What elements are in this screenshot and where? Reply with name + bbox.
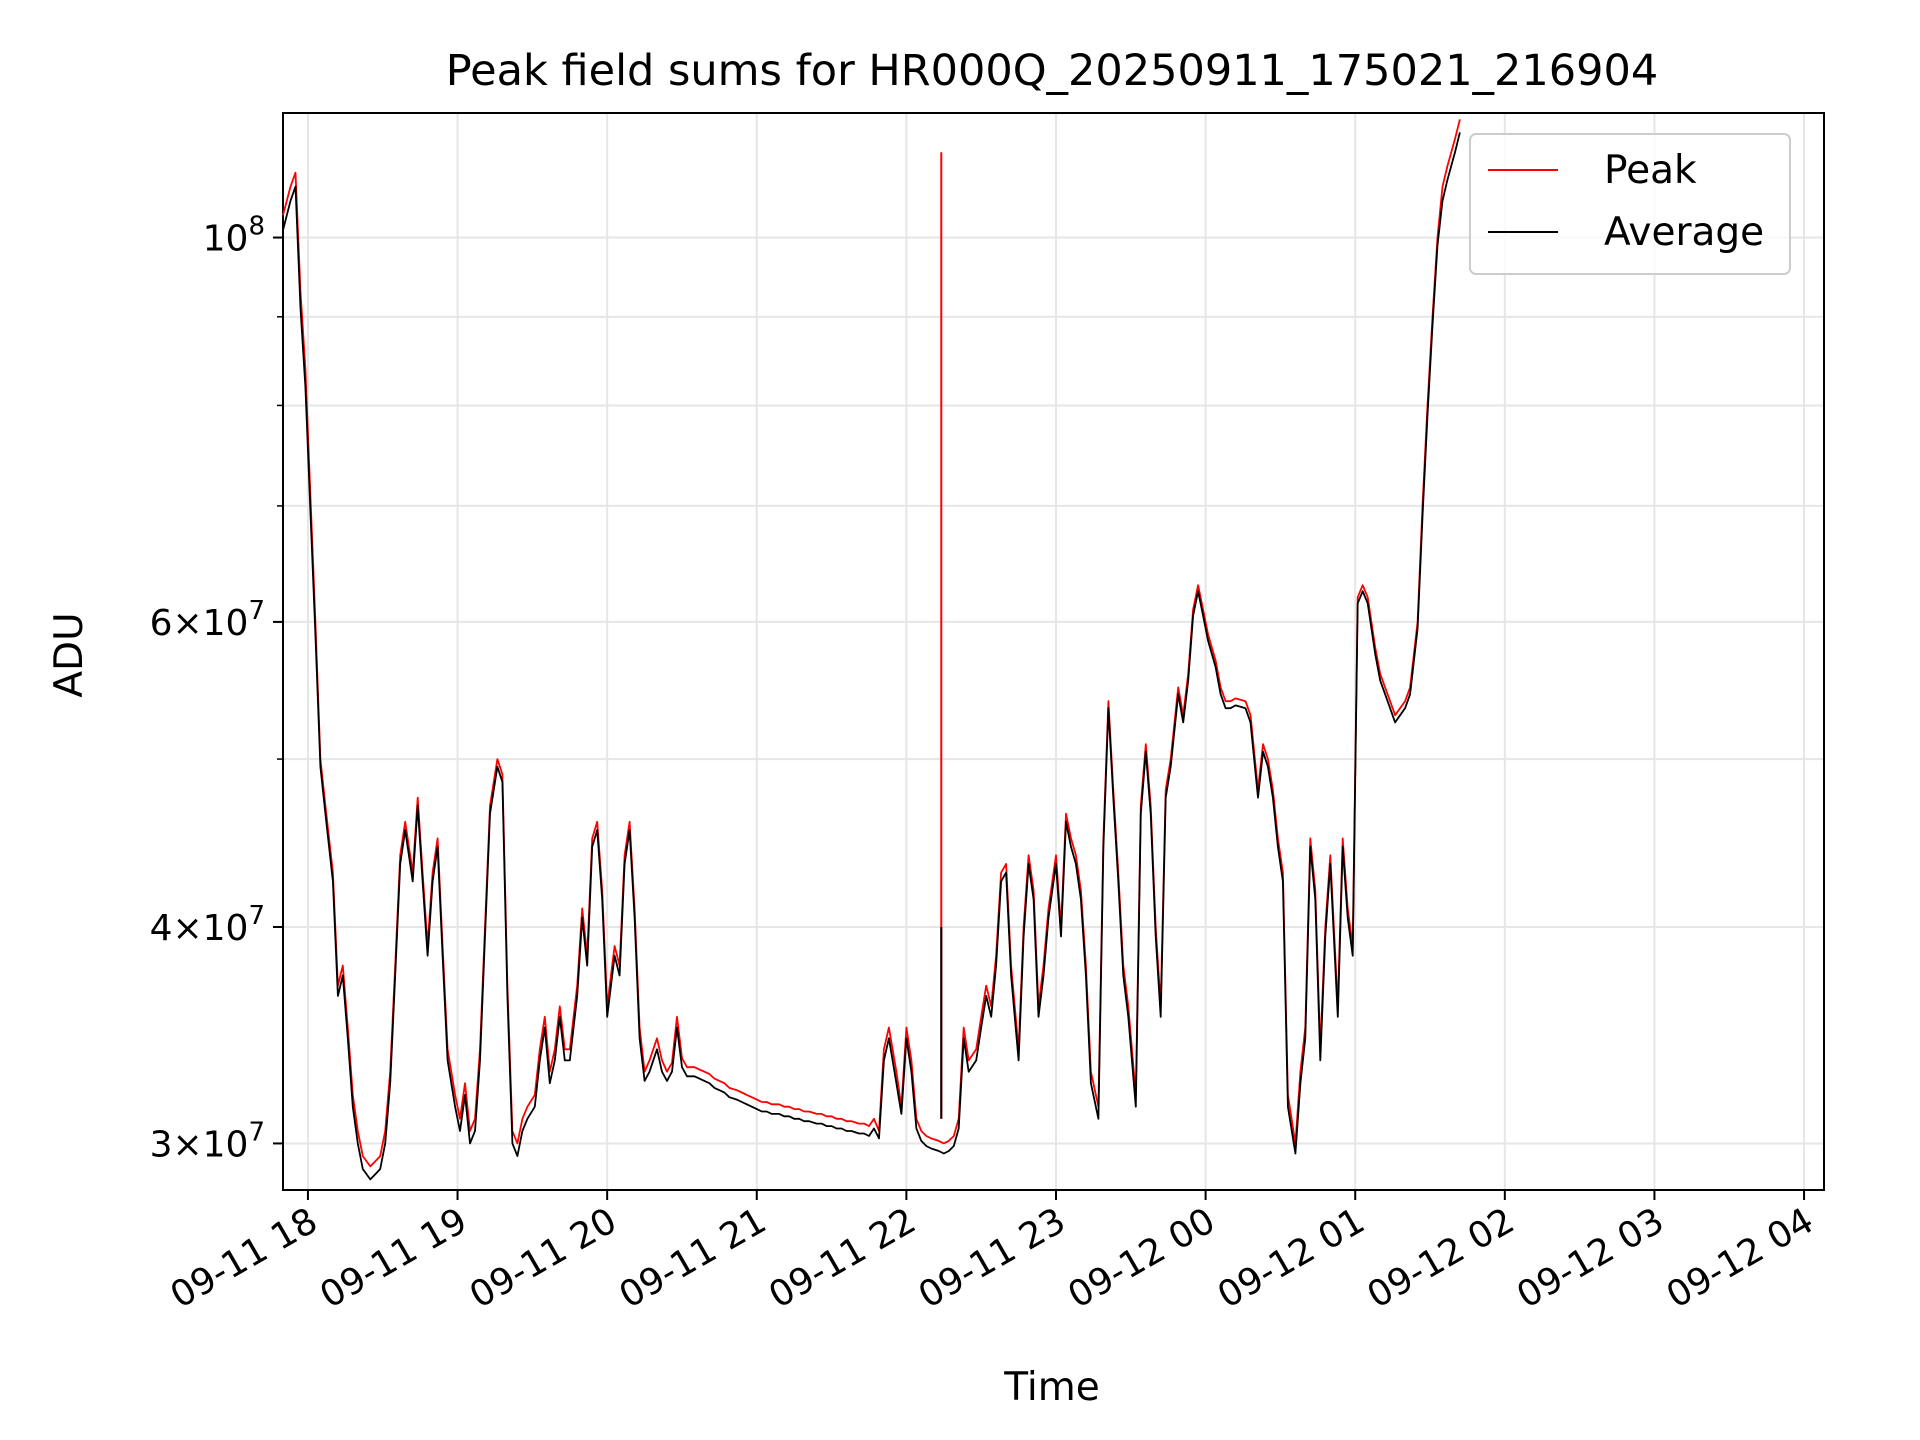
x-tick-label: 09-11 23 [912, 1200, 1073, 1316]
legend-label-average: Average [1604, 210, 1764, 255]
plot-frame [282, 112, 1825, 1191]
y-tick-label: 6×107 [150, 596, 265, 644]
x-tick-label: 09-12 01 [1211, 1200, 1372, 1316]
y-tick-label: 4×107 [150, 901, 265, 949]
x-axis-label: Time [1003, 1365, 1099, 1410]
x-tick-label: 09-11 21 [613, 1200, 774, 1316]
x-tick-label: 09-11 18 [164, 1200, 325, 1316]
y-axis-label: ADU [47, 612, 92, 697]
grid [283, 113, 1824, 1190]
x-tick-label: 09-12 04 [1660, 1200, 1821, 1316]
x-tick-label: 09-11 20 [463, 1200, 624, 1316]
x-tick-label: 09-12 00 [1061, 1200, 1222, 1316]
x-tick-label: 09-12 02 [1361, 1200, 1522, 1316]
y-tick-label: 3×107 [150, 1117, 265, 1165]
series-line-average [282, 132, 1461, 1181]
y-tick-label: 108 [203, 212, 265, 260]
x-tick-label: 09-12 03 [1510, 1200, 1671, 1316]
series-group [282, 119, 1461, 1181]
plot-background [283, 113, 1824, 1190]
legend: Peak Average [1469, 133, 1791, 275]
x-tick-label: 09-11 19 [313, 1200, 474, 1316]
legend-label-peak: Peak [1604, 148, 1697, 193]
x-tick-label: 09-11 22 [762, 1200, 923, 1316]
plot-border [282, 112, 1825, 1191]
y-axis: 3×107 4×107 6×107 108 [150, 212, 283, 1165]
chart-title: Peak field sums for HR000Q_20250911_1750… [446, 46, 1658, 96]
